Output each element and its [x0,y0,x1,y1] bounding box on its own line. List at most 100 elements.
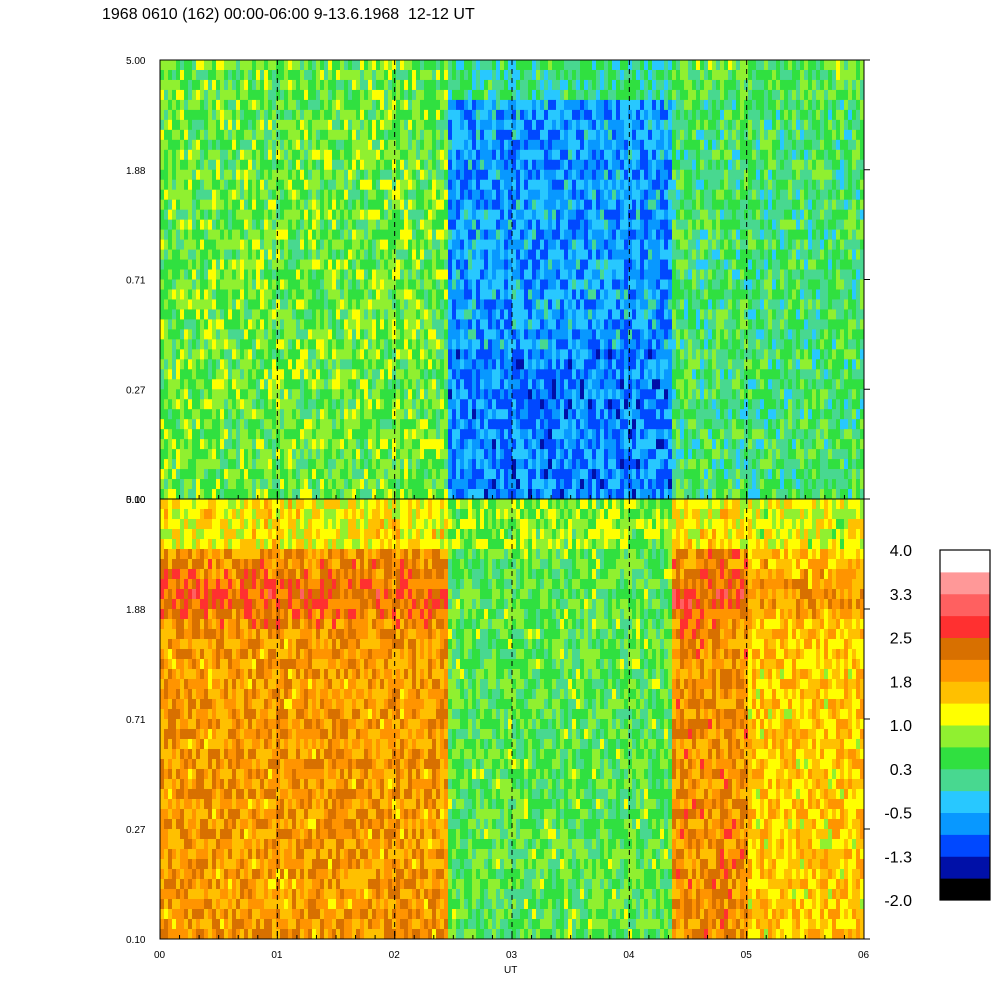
heatmap-cell [600,269,605,280]
heatmap-cell [548,489,553,500]
heatmap-cell [292,289,297,300]
heatmap-cell [560,319,565,330]
heatmap-cell [520,189,525,201]
heatmap-cell [392,439,397,450]
heatmap-cell [308,79,313,91]
heatmap-cell [388,249,393,260]
heatmap-cell [452,189,457,201]
heatmap-cell [364,69,369,81]
heatmap-cell [164,389,169,400]
heatmap-cell [576,159,581,171]
heatmap-cell [172,169,177,181]
heatmap-cell [424,299,429,310]
heatmap-cell [588,459,593,470]
heatmap-cell [324,219,329,231]
heatmap-cell [468,399,473,410]
heatmap-cell [236,179,241,191]
heatmap-cell [208,129,213,141]
heatmap-cell [272,119,277,131]
heatmap-cell [160,169,165,181]
heatmap-cell [292,389,297,400]
heatmap-cell [552,69,557,81]
heatmap-cell [504,149,509,161]
heatmap-cell [472,259,477,270]
heatmap-cell [432,79,437,91]
heatmap-cell [416,349,421,360]
heatmap-cell [576,269,581,280]
heatmap-cell [548,149,553,161]
heatmap-cell [268,249,273,260]
heatmap-cell [568,289,573,300]
heatmap-cell [576,79,581,91]
heatmap-cell [544,459,549,470]
heatmap-cell [364,179,369,191]
heatmap-cell [488,139,493,151]
heatmap-cell [428,429,433,440]
heatmap-cell [168,129,173,141]
heatmap-cell [268,219,273,231]
heatmap-cell [500,359,505,370]
heatmap-cell [424,489,429,500]
heatmap-cell [340,419,345,430]
heatmap-cell [464,89,469,101]
heatmap-cell [488,479,493,490]
heatmap-cell [404,189,409,201]
heatmap-cell [272,179,277,191]
heatmap-cell [284,369,289,380]
heatmap-cell [288,309,293,320]
heatmap-cell [400,239,405,250]
heatmap-cell [484,119,489,131]
heatmap-cell [300,489,305,500]
heatmap-cell [216,139,221,151]
heatmap-cell [184,289,189,300]
heatmap-cell [176,479,181,490]
heatmap-cell [468,239,473,250]
heatmap-cell [336,399,341,410]
heatmap-cell [456,319,461,330]
heatmap-cell [184,109,189,121]
heatmap-cell [516,60,521,71]
heatmap-cell [344,399,349,410]
heatmap-cell [284,339,289,350]
heatmap-cell [432,369,437,380]
heatmap-cell [464,449,469,460]
heatmap-cell [364,439,369,450]
heatmap-cell [544,299,549,310]
heatmap-cell [224,409,229,420]
heatmap-cell [232,489,237,500]
heatmap-cell [320,319,325,330]
heatmap-cell [584,489,589,500]
heatmap-cell [236,259,241,270]
heatmap-cell [248,459,253,470]
heatmap-cell [344,299,349,310]
heatmap-cell [304,69,309,81]
heatmap-cell [220,249,225,260]
heatmap-cell [312,429,317,440]
heatmap-cell [572,379,577,390]
heatmap-cell [508,449,513,460]
heatmap-cell [516,469,521,480]
heatmap-cell [396,439,401,450]
heatmap-cell [428,419,433,430]
heatmap-cell [504,229,509,240]
heatmap-cell [444,179,449,191]
heatmap-cell [364,209,369,221]
heatmap-cell [328,399,333,410]
heatmap-cell [452,169,457,181]
heatmap-cell [608,249,613,260]
heatmap-cell [288,219,293,231]
heatmap-cell [556,429,561,440]
heatmap-cell [316,89,321,101]
heatmap-cell [512,109,517,121]
heatmap-cell [188,329,193,340]
heatmap-cell [444,439,449,450]
heatmap-cell [312,219,317,231]
heatmap-cell [440,359,445,370]
heatmap-cell [380,249,385,260]
heatmap-cell [592,359,597,370]
heatmap-cell [464,79,469,91]
heatmap-cell [384,189,389,201]
heatmap-cell [548,99,553,111]
heatmap-cell [584,60,589,71]
heatmap-cell [212,339,217,350]
